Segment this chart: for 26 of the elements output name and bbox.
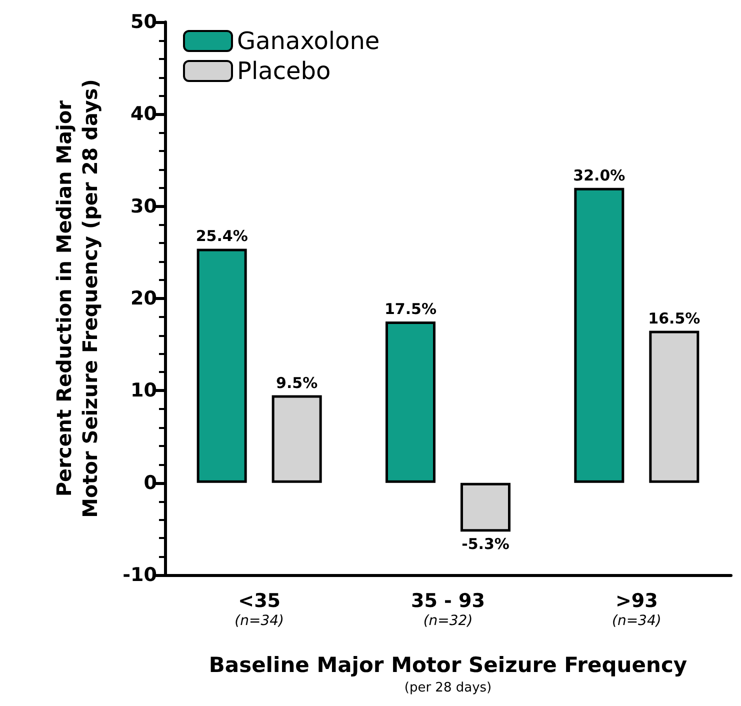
bar xyxy=(460,482,510,532)
data-label: 16.5% xyxy=(648,309,700,328)
y-tick-label: 0 xyxy=(144,472,157,494)
legend-label: Ganaxolone xyxy=(237,27,380,55)
data-label: 9.5% xyxy=(276,374,318,392)
y-tick-label: 30 xyxy=(130,195,157,218)
data-label: 17.5% xyxy=(384,300,437,318)
y-axis-title: Percent Reduction in Median Major Motor Seizure Frequency (per 28 days) xyxy=(52,79,102,518)
y-tick-label: 20 xyxy=(130,288,157,310)
y-tick-label: 10 xyxy=(130,380,157,402)
x-tick-label: 35 - 93 (n=32) xyxy=(411,590,485,629)
y-tick-label: 40 xyxy=(130,103,157,126)
y-tick-label: -10 xyxy=(122,564,157,586)
y-tick-label: 50 xyxy=(130,11,157,33)
data-label: 32.0% xyxy=(573,166,626,184)
x-axis-title: Baseline Major Motor Seizure Frequency (per 28 days) xyxy=(208,653,688,696)
x-tick-label: <35 (n=34) xyxy=(234,590,284,629)
x-tick-label: >93 (n=34) xyxy=(612,590,662,629)
legend-label: Placebo xyxy=(237,57,331,85)
bar xyxy=(649,330,700,483)
data-label: 25.4% xyxy=(196,227,248,246)
data-label: -5.3% xyxy=(462,535,510,554)
bar xyxy=(574,188,624,483)
bar xyxy=(386,322,436,483)
bar xyxy=(196,248,247,483)
bar xyxy=(272,395,322,483)
